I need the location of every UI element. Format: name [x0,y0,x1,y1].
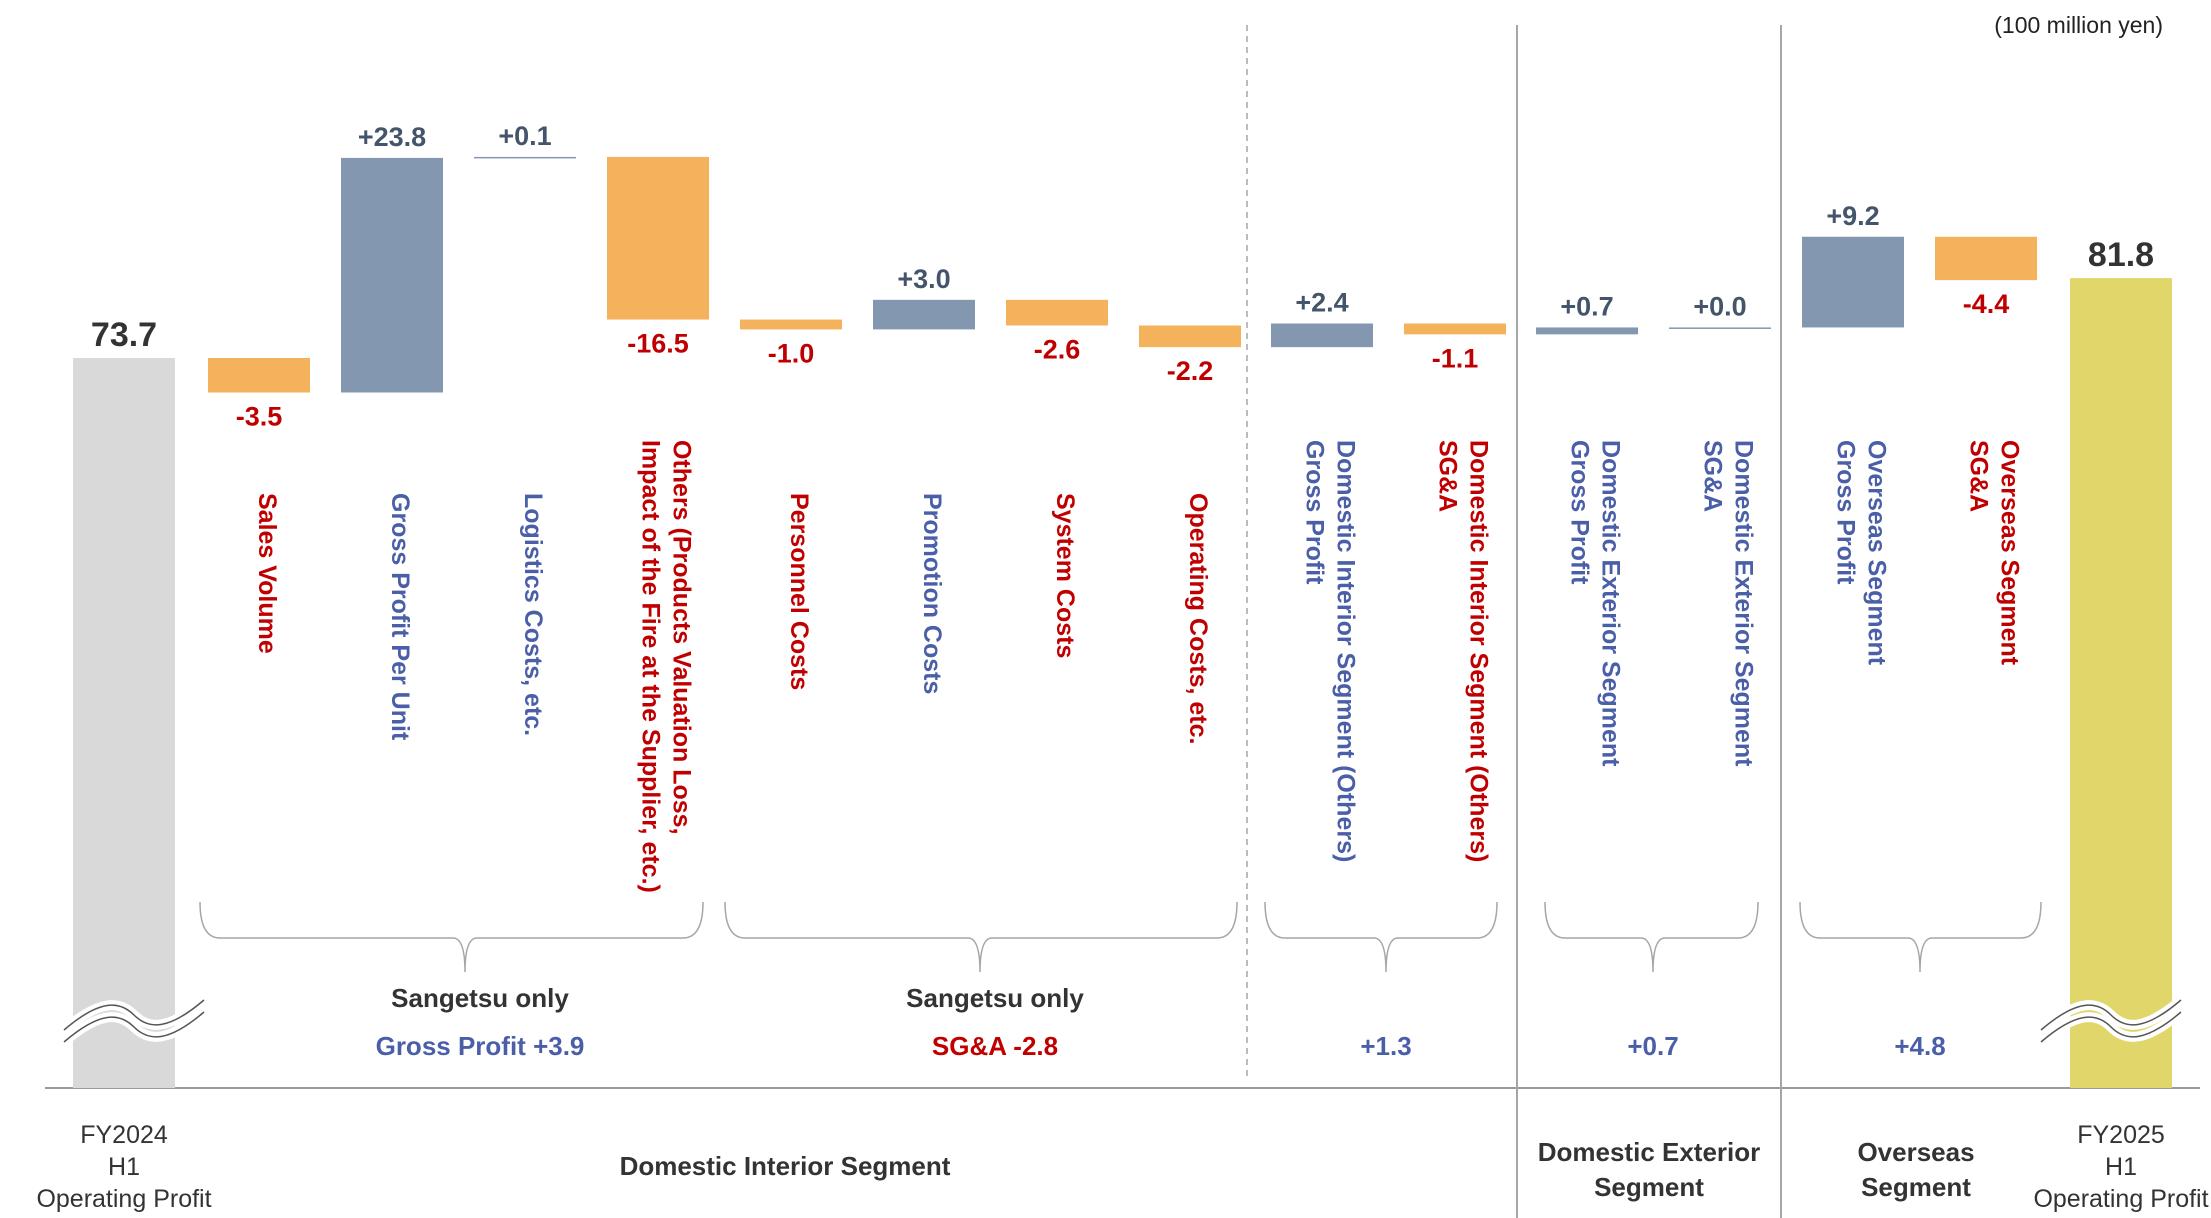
start-category-label: Operating Profit [36,1185,211,1213]
bar-category-label: Others (Products Valuation Loss, [668,440,696,835]
axis-break-start [60,996,208,1046]
waterfall-bar [474,156,576,159]
waterfall-bar [740,319,842,330]
end-category-label: FY2025 [2077,1121,2165,1149]
bar-category-label: Gross Profit [1832,440,1860,585]
group-brace [199,901,704,973]
bar-value-label: -2.2 [1167,356,1214,386]
waterfall-bar [1935,236,2037,281]
end-bar [2070,278,2172,1088]
group-total: SG&A -2.8 [932,1031,1058,1061]
group-title: Sangetsu only [391,983,569,1013]
bar-value-label: +2.4 [1295,288,1348,318]
group-brace [1544,901,1759,973]
segment-label-exterior: Segment [1594,1172,1704,1202]
waterfall-bar [341,157,443,393]
bar-category-label: Promotion Costs [918,493,946,694]
bar-category-label: Overseas Segment [1996,440,2024,666]
bar-category-label: Sales Volume [253,493,281,654]
group-total: +0.7 [1627,1031,1678,1061]
bar-category-label: Gross Profit [1566,440,1594,585]
segment-label-exterior: Domestic Exterior [1538,1137,1761,1167]
waterfall-bar [1669,327,1771,329]
axis-break-start-line [63,1011,205,1043]
waterfall-bar [1139,325,1241,348]
unit-label: (100 million yen) [1994,12,2163,38]
group-total: +1.3 [1360,1031,1411,1061]
bar-value-label: +23.8 [358,122,426,152]
waterfall-bar [1006,299,1108,326]
group-brace [1799,901,2042,973]
bar-category-label: Domestic Interior Segment (Others) [1465,440,1493,862]
bar-value-label: -4.4 [1963,289,2010,319]
bar-value-label: -2.6 [1034,334,1081,364]
bar-value-label: -1.0 [768,338,815,368]
bar-category-label: Gross Profit Per Unit [386,493,414,741]
bar-category-label: Operating Costs, etc. [1184,493,1212,744]
bar-value-label: -1.1 [1432,343,1479,373]
bar-category-label: Domestic Exterior Segment [1597,440,1625,767]
segment-label-overseas: Segment [1861,1172,1971,1202]
group-title: Sangetsu only [906,983,1084,1013]
group-total: +4.8 [1894,1031,1945,1061]
start-category-label: FY2024 [80,1121,168,1149]
bar-category-label: Overseas Segment [1863,440,1891,666]
bar-category-label: Impact of the Fire at the Supplier, etc.… [637,440,665,893]
bar-category-label: SG&A [1965,440,1993,512]
axis-break-start-line [63,999,205,1031]
group-total: Gross Profit +3.9 [376,1031,585,1061]
end-value-label: 81.8 [2088,236,2154,274]
start-category-label: H1 [108,1153,140,1181]
axis-break-end [2037,996,2185,1046]
bar-category-label: SG&A [1434,440,1462,512]
end-category-label: Operating Profit [2033,1185,2208,1213]
bar-value-label: -16.5 [627,329,689,359]
waterfall-bar [1404,323,1506,335]
group-brace [724,901,1238,973]
group-brace [1264,901,1498,973]
start-value-label: 73.7 [91,316,157,354]
bar-value-label: +9.2 [1826,201,1879,231]
waterfall-bar [1802,236,1904,328]
segment-label-overseas: Overseas [1857,1137,1974,1167]
end-category-label: H1 [2105,1153,2137,1181]
bar-category-label: Logistics Costs, etc. [519,493,547,736]
bar-category-label: SG&A [1699,440,1727,512]
bar-value-label: +0.1 [498,121,551,151]
waterfall-bar [607,156,709,320]
bar-value-label: +0.7 [1560,291,1613,321]
bar-category-label: Personnel Costs [785,493,813,690]
bar-value-label: -3.5 [236,401,283,431]
bar-value-label: +3.0 [897,264,950,294]
bar-category-label: Gross Profit [1301,440,1329,585]
waterfall-bar [1271,323,1373,348]
start-bar [73,358,175,1088]
bar-category-label: System Costs [1051,493,1079,658]
segment-label-interior: Domestic Interior Segment [620,1151,951,1181]
bar-category-label: Domestic Exterior Segment [1730,440,1758,767]
axis-break-end-line [2040,1011,2182,1043]
axis-break-end-line [2040,999,2182,1031]
bar-value-label: +0.0 [1693,291,1746,321]
waterfall-bar [1536,327,1638,335]
waterfall-bar [873,299,975,330]
bar-category-label: Domestic Interior Segment (Others) [1332,440,1360,862]
waterfall-bar [208,358,310,393]
